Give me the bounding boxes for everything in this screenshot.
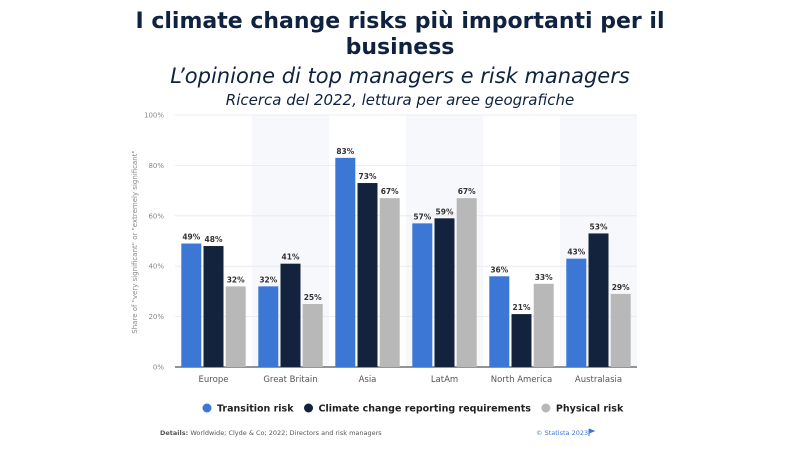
data-label: 57%: [413, 212, 431, 221]
statista-copyright[interactable]: © Statista 2023: [536, 429, 588, 437]
legend-label: Physical risk: [556, 404, 624, 415]
bar: [280, 263, 301, 367]
x-tick-label: Great Britain: [263, 375, 317, 385]
data-label: 49%: [182, 233, 200, 242]
bar: [434, 218, 455, 367]
details: Details: Worldwide; Clyde & Co; 2022; Di…: [160, 429, 382, 437]
y-tick-label: 60%: [148, 212, 164, 220]
legend-marker: [541, 403, 551, 413]
x-tick-label: Asia: [359, 375, 377, 385]
data-label: 53%: [590, 222, 608, 231]
legend-marker: [304, 403, 314, 413]
bar: [357, 183, 378, 367]
legend-marker: [202, 403, 212, 413]
bar: [203, 246, 224, 367]
bar: [335, 157, 356, 367]
data-label: 36%: [490, 265, 508, 274]
data-label: 32%: [227, 275, 245, 284]
bar: [225, 286, 246, 367]
bar: [588, 233, 609, 367]
bar: [511, 314, 532, 367]
bar: [302, 304, 323, 367]
data-label: 67%: [381, 187, 399, 196]
data-label: 25%: [304, 293, 322, 302]
data-label: 29%: [612, 283, 630, 292]
chart-title: I climate change risks più importanti pe…: [135, 9, 665, 60]
x-tick-label: Europe: [199, 375, 229, 385]
chart-subtitle-2: Ricerca del 2022, lettura per aree geogr…: [225, 91, 575, 109]
y-tick-label: 40%: [148, 263, 164, 271]
x-tick-label: LatAm: [431, 375, 458, 385]
bar: [456, 198, 477, 367]
bar: [412, 223, 433, 367]
y-axis-label: Share of "very significant" or "extremel…: [131, 150, 139, 333]
x-tick-label: North America: [491, 375, 553, 385]
data-label: 83%: [336, 147, 354, 156]
data-label: 32%: [259, 275, 277, 284]
x-tick-label: Australasia: [575, 375, 622, 385]
flag-icon: [588, 428, 596, 436]
data-label: 41%: [282, 253, 300, 262]
legend-label: Transition risk: [217, 404, 294, 415]
y-tick-label: 100%: [144, 112, 164, 120]
y-tick-label: 80%: [148, 162, 164, 170]
bar: [489, 276, 510, 367]
y-tick-label: 0%: [153, 364, 164, 372]
bar: [258, 286, 279, 367]
bar: [379, 198, 400, 367]
legend-label: Climate change reporting requirements: [319, 404, 532, 415]
data-label: 59%: [436, 207, 454, 216]
bar: [566, 258, 587, 367]
bar: [533, 283, 554, 367]
chart-subtitle: L’opinione di top managers e risk manage…: [170, 64, 630, 88]
data-label: 21%: [513, 303, 531, 312]
bar: [181, 243, 202, 367]
y-tick-label: 20%: [148, 313, 164, 321]
bar: [610, 293, 631, 367]
data-label: 33%: [535, 273, 553, 282]
data-label: 43%: [567, 248, 585, 257]
data-label: 67%: [458, 187, 476, 196]
data-label: 73%: [359, 172, 377, 181]
data-label: 48%: [205, 235, 223, 244]
